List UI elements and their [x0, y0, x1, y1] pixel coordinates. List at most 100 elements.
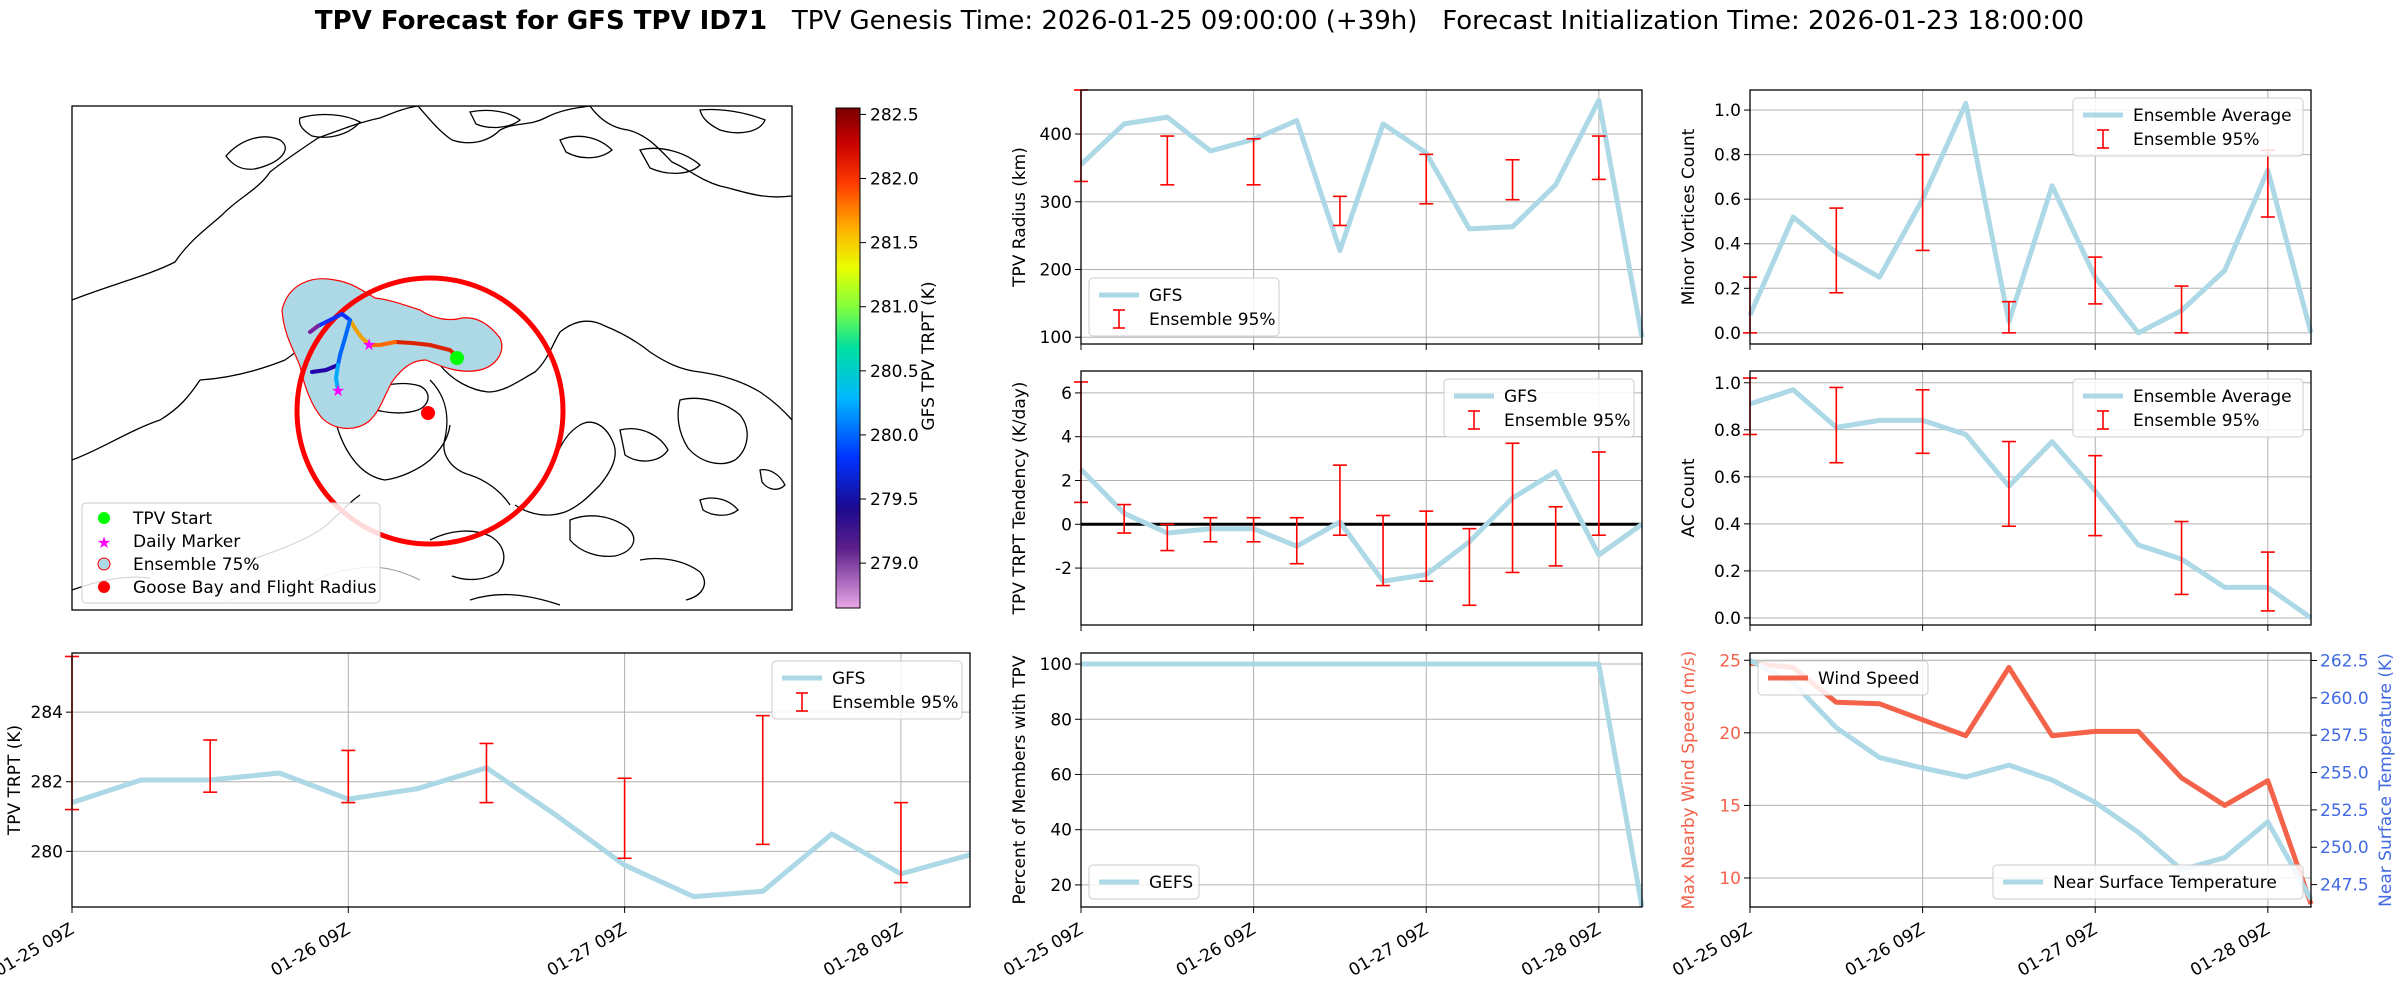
errorbar [1829, 207, 1844, 294]
colorbar-tick-label: 282.5 [870, 105, 919, 125]
errorbar [755, 714, 770, 846]
y2-tick-label: 250.0 [2320, 838, 2369, 858]
daily-marker-2: ★ [331, 381, 345, 400]
y-tick-label: 0.0 [1714, 609, 1741, 629]
y-tick-label: 1.0 [1714, 374, 1741, 394]
errorbar [1160, 523, 1175, 552]
series-line-ensemble-average [1749, 387, 2313, 620]
errorbar [617, 777, 632, 860]
legend-label: Ensemble 95% [1149, 310, 1276, 330]
y-tick-label: 0 [1061, 515, 1072, 535]
x-tick-label: 01-25 09Z [0, 919, 78, 980]
y-tick-label: 0.2 [1714, 279, 1741, 299]
legend: GFS Ensemble 95% [1088, 277, 1280, 337]
axes-frame [71, 652, 971, 908]
errorbar [1915, 153, 1930, 252]
y2-tick-label: 257.5 [2320, 726, 2369, 746]
colorbar-tick-label: 282.0 [870, 170, 919, 190]
errorbar [1246, 137, 1261, 186]
y-tick-label: 40 [1050, 821, 1072, 841]
y-axis-label: TPV TRPT Tendency (K/day) [1010, 382, 1030, 616]
y-tick-label: 1.0 [1714, 101, 1741, 121]
figure-title: TPV Forecast for GFS TPV ID71 TPV Genesi… [0, 6, 2399, 36]
y-tick-label: 80 [1050, 710, 1072, 730]
axes-frame [1080, 652, 1643, 908]
tpv-track-map: ★ ★ ★ TPV Start Daily Marker Ensemble 75… [71, 105, 939, 611]
errorbar [1591, 135, 1606, 181]
colorbar-tick-label: 281.0 [870, 298, 919, 318]
errorbar [1332, 464, 1347, 537]
legend-label-ensemble-75: Ensemble 75% [133, 555, 260, 575]
legend-label-daily-marker: Daily Marker [133, 532, 240, 552]
x-tick-label: 01-28 09Z [820, 919, 906, 980]
legend-label: Ensemble 95% [1504, 411, 1631, 431]
errorbar [1203, 516, 1218, 543]
y-tick-label: 25 [1719, 651, 1741, 671]
axes-frame [1749, 652, 2312, 908]
magenta-star-icon: ★ [97, 533, 111, 552]
errorbar [1376, 514, 1391, 587]
x-tick-label: 01-25 09Z [1669, 919, 1755, 980]
y2-tick-label: 247.5 [2320, 876, 2369, 896]
map-legend: ★ TPV Start Daily Marker Ensemble 75% Go… [81, 502, 381, 604]
y-tick-label: 282 [31, 773, 63, 793]
legend-box [1088, 864, 1200, 900]
series-line-gfs [1079, 97, 1645, 338]
y-tick-label: 4 [1061, 428, 1072, 448]
y-tick-label: 0.6 [1714, 468, 1741, 488]
y2-tick-label: 252.5 [2320, 801, 2369, 821]
errorbar [2174, 520, 2189, 596]
green-dot-icon [98, 512, 110, 524]
title-times: TPV Genesis Time: 2026-01-25 09:00:00 (+… [767, 6, 2085, 36]
series-line-near-surface-temperature [1748, 658, 2314, 901]
errorbar [1829, 386, 1844, 464]
legend-box [2072, 97, 2304, 157]
errorbar [2001, 440, 2016, 528]
axes-frame [1080, 89, 1643, 345]
y-tick-label: 0.0 [1714, 324, 1741, 344]
y-tick-label: 20 [1719, 724, 1741, 744]
legend-box [1757, 660, 1929, 696]
legend-label: GFS [832, 669, 865, 689]
errorbar [2260, 551, 2275, 612]
legend-label: Ensemble 95% [2133, 411, 2260, 431]
y2-tick-label: 255.0 [2320, 764, 2369, 784]
x-tick-label: 01-25 09Z [1000, 919, 1086, 980]
legend-label: Ensemble Average [2133, 387, 2292, 407]
errorbar [1591, 451, 1606, 537]
legend-label: Wind Speed [1818, 669, 1919, 689]
series-line-gfs [1079, 467, 1644, 584]
legend: GFS Ensemble 95% [1443, 378, 1635, 438]
legend-box [1992, 864, 2304, 900]
legend: Ensemble Average Ensemble 95% [2072, 97, 2304, 157]
errorbar [1915, 389, 1930, 455]
y-tick-label: 280 [31, 842, 63, 862]
y-axis-label: TPV Radius (km) [1010, 147, 1030, 288]
errorbar [1289, 516, 1304, 565]
legend: Ensemble Average Ensemble 95% [2072, 378, 2304, 438]
legend: Near Surface Temperature [1992, 864, 2304, 900]
chart-radius: 100 200 300 400 TPV Radius (km) GFS Ensemble 9… [1010, 89, 1645, 350]
y-tick-label: 6 [1061, 384, 1072, 404]
x-tick-label: 01-27 09Z [2015, 919, 2101, 980]
x-tick-label: 01-26 09Z [1173, 919, 1259, 980]
x-tick-label: 01-27 09Z [544, 919, 630, 980]
legend-label-goose-bay: Goose Bay and Flight Radius [133, 578, 377, 598]
x-tick-label: 01-26 09Z [268, 919, 354, 980]
y-tick-label: 284 [31, 703, 63, 723]
y-tick-label: 0.6 [1714, 190, 1741, 210]
errorbar [2088, 454, 2103, 537]
errorbar [1419, 510, 1434, 583]
goose-bay-marker [421, 406, 435, 420]
errorbar [2174, 285, 2189, 334]
legend-label: GEFS [1149, 873, 1193, 893]
y-axis-label: AC Count [1679, 458, 1699, 537]
errorbar [203, 739, 218, 793]
errorbar [1505, 442, 1520, 574]
y-tick-label: 200 [1040, 260, 1072, 280]
chart-ac: 0.0 0.2 0.4 0.6 0.8 1.0 AC Count Ensemble Avera… [1679, 370, 2313, 631]
errorbar [1462, 527, 1477, 607]
errorbar [341, 749, 356, 804]
chart-trpt: 280 282 284 01-25 09Z 01-26 09Z 01-27 09Z 01-2… [0, 652, 971, 981]
